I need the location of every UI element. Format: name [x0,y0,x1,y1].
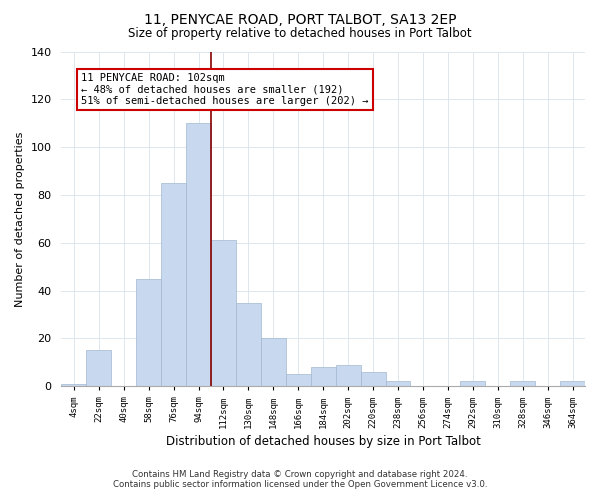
Text: Size of property relative to detached houses in Port Talbot: Size of property relative to detached ho… [128,28,472,40]
Bar [510,382,535,386]
Bar [560,382,585,386]
Bar [361,372,386,386]
Bar [261,338,286,386]
Y-axis label: Number of detached properties: Number of detached properties [15,131,25,306]
Bar [186,123,211,386]
Text: 11, PENYCAE ROAD, PORT TALBOT, SA13 2EP: 11, PENYCAE ROAD, PORT TALBOT, SA13 2EP [144,12,456,26]
Bar [286,374,311,386]
Bar [386,382,410,386]
Bar [211,240,236,386]
Bar [236,302,261,386]
Text: 11 PENYCAE ROAD: 102sqm
← 48% of detached houses are smaller (192)
51% of semi-d: 11 PENYCAE ROAD: 102sqm ← 48% of detache… [82,73,369,106]
Bar [335,365,361,386]
Bar [460,382,485,386]
Text: Contains HM Land Registry data © Crown copyright and database right 2024.
Contai: Contains HM Land Registry data © Crown c… [113,470,487,489]
Bar [311,367,335,386]
Bar [86,350,111,386]
Bar [136,278,161,386]
Bar [61,384,86,386]
Bar [161,183,186,386]
X-axis label: Distribution of detached houses by size in Port Talbot: Distribution of detached houses by size … [166,434,481,448]
